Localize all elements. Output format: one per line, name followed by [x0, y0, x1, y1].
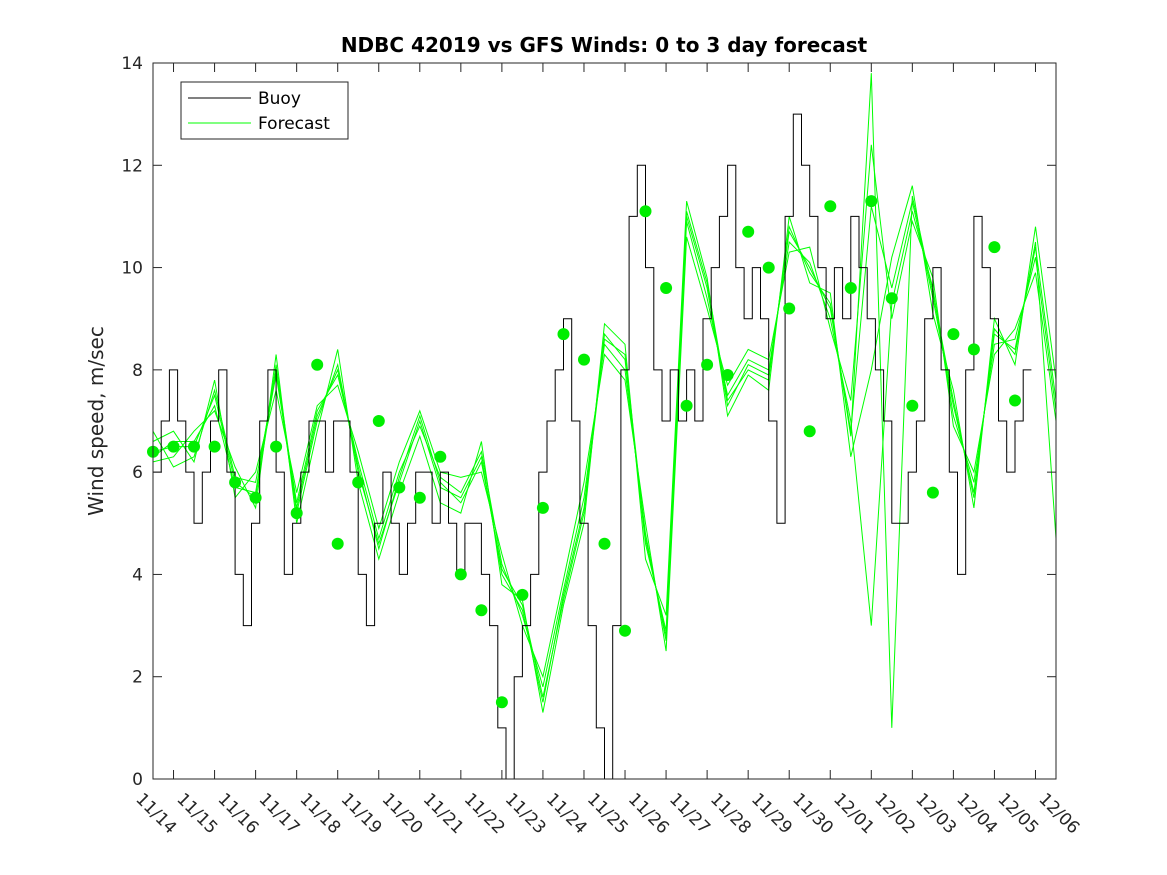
- plot-area: [153, 63, 1056, 779]
- forecast-marker: [844, 282, 857, 294]
- forecast-marker: [783, 302, 796, 315]
- forecast-marker: [290, 507, 303, 520]
- forecast-marker: [188, 440, 200, 453]
- forecast-marker: [413, 491, 426, 504]
- forecast-marker: [824, 200, 837, 213]
- chart-title: NDBC 42019 vs GFS Winds: 0 to 3 day fore…: [341, 33, 868, 57]
- forecast-line-2: [152, 144, 1057, 679]
- legend-forecast-label: Forecast: [258, 114, 330, 134]
- forecast-marker: [557, 328, 570, 341]
- forecast-marker: [885, 292, 898, 305]
- forecast-marker: [516, 588, 529, 601]
- y-tick-label: 8: [132, 361, 143, 381]
- legend: Buoy Forecast: [180, 81, 349, 140]
- forecast-marker: [926, 486, 939, 499]
- axes-box: [152, 62, 1057, 780]
- forecast-marker: [270, 440, 283, 453]
- series-layer: [152, 73, 1057, 780]
- forecast-marker: [229, 476, 242, 489]
- forecast-line-5: [152, 73, 1057, 728]
- forecast-marker: [249, 491, 262, 504]
- y-tick-label: 4: [132, 565, 143, 585]
- forecast-marker: [865, 195, 878, 208]
- legend-box: [180, 81, 349, 140]
- forecast-marker: [598, 537, 611, 550]
- forecast-marker: [208, 440, 221, 453]
- forecast-marker: [475, 604, 488, 617]
- forecast-marker: [454, 568, 467, 581]
- forecast-marker: [495, 696, 508, 709]
- forecast-marker: [906, 399, 919, 412]
- forecast-marker: [434, 450, 447, 463]
- forecast-marker: [311, 358, 324, 371]
- forecast-marker: [639, 205, 652, 218]
- y-axis-label: Wind speed, m/sec: [84, 326, 108, 516]
- forecast-marker: [167, 440, 180, 453]
- forecast-marker: [660, 282, 673, 294]
- forecast-marker: [331, 537, 344, 550]
- y-tick-label: 0: [132, 770, 143, 790]
- forecast-marker: [803, 425, 816, 438]
- y-tick-label: 6: [132, 463, 143, 483]
- y-tick-label: 12: [121, 156, 143, 176]
- forecast-marker: [578, 353, 590, 366]
- y-tick-label: 10: [121, 259, 143, 279]
- buoy-line: [153, 113, 1032, 780]
- forecast-marker: [947, 328, 960, 341]
- marker-layer: [147, 195, 1021, 709]
- forecast-line-3: [152, 185, 1057, 713]
- forecast-marker: [372, 415, 385, 427]
- forecast-marker: [352, 476, 365, 489]
- forecast-marker: [680, 399, 693, 412]
- forecast-marker: [742, 225, 755, 238]
- forecast-marker: [1009, 394, 1021, 407]
- y-axis: 0 2 4 6 8 10 12 14: [121, 54, 1056, 790]
- forecast-marker: [619, 624, 631, 637]
- forecast-marker: [393, 481, 406, 494]
- forecast-marker: [701, 358, 714, 371]
- forecast-line-1: [152, 200, 1057, 703]
- forecast-marker: [721, 369, 734, 381]
- forecast-marker: [536, 501, 549, 514]
- legend-buoy-label: Buoy: [258, 89, 301, 109]
- forecast-marker: [762, 261, 775, 274]
- y-tick-label: 2: [132, 668, 143, 688]
- forecast-marker: [967, 343, 980, 356]
- y-tick-label: 14: [121, 54, 143, 74]
- forecast-marker: [988, 241, 1001, 254]
